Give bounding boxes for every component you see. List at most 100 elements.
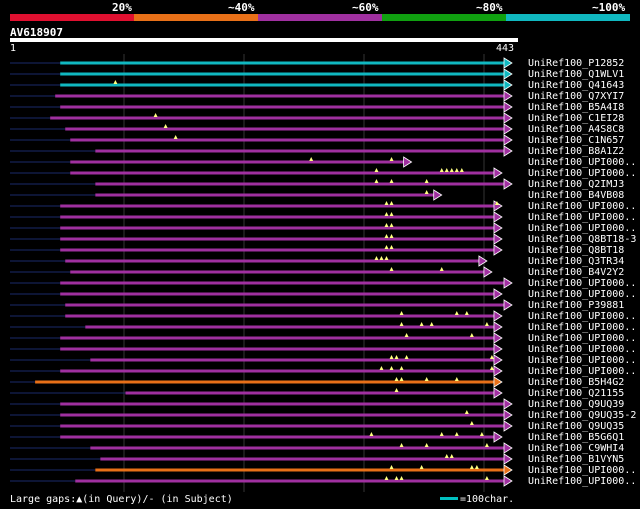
hit-bar <box>95 468 505 472</box>
gap-marker-icon <box>474 465 479 469</box>
gap-marker-icon <box>399 443 404 447</box>
gap-marker-icon <box>454 377 459 381</box>
hit-label[interactable]: UniRef100_UPI000.. <box>528 311 637 322</box>
hit-label[interactable]: UniRef100_Q8BT18-3 <box>528 234 637 245</box>
gap-marker-icon <box>454 432 459 436</box>
gap-marker-icon <box>494 201 499 205</box>
hit-label[interactable]: UniRef100_C1EI28 <box>528 113 625 124</box>
gap-marker-icon <box>389 157 394 161</box>
legend-label-80: ~80% <box>476 1 503 14</box>
query-ruler <box>10 38 518 42</box>
hit-arrow <box>503 134 513 146</box>
hit-label[interactable]: UniRef100_B8A1Z2 <box>528 146 625 157</box>
gap-marker-icon <box>444 454 449 458</box>
hit-bar <box>60 61 505 65</box>
hit-label[interactable]: UniRef100_Q8BT18 <box>528 245 625 256</box>
legend-bar-100 <box>506 14 630 21</box>
hit-label[interactable]: UniRef100_UPI000.. <box>528 168 637 179</box>
hit-arrow <box>503 68 513 80</box>
gap-marker-icon <box>384 223 389 227</box>
gap-marker-icon <box>374 168 379 172</box>
gap-marker-icon <box>439 432 444 436</box>
hit-bar <box>35 380 495 384</box>
hit-label[interactable]: UniRef100_UPI000.. <box>528 333 637 344</box>
gap-marker-icon <box>484 322 489 326</box>
gaps-legend: Large gaps:▲(in Query)/- (in Subject) <box>10 494 233 505</box>
hit-label[interactable]: UniRef100_P39881 <box>528 300 625 311</box>
hit-label[interactable]: UniRef100_Q9UQ35-2 <box>528 410 637 421</box>
hit-arrow <box>503 57 513 69</box>
hit-label[interactable]: UniRef100_UPI000.. <box>528 157 637 168</box>
hit-bar <box>60 413 505 417</box>
hit-label[interactable]: UniRef100_UPI000.. <box>528 212 637 223</box>
hit-label[interactable]: UniRef100_UPI000.. <box>528 355 637 366</box>
gap-marker-icon <box>439 267 444 271</box>
hit-label[interactable]: UniRef100_Q3TR34 <box>528 256 625 267</box>
hit-label[interactable]: UniRef100_UPI000.. <box>528 344 637 355</box>
hit-label[interactable]: UniRef100_UPI000.. <box>528 322 637 333</box>
hit-label[interactable]: UniRef100_C1N657 <box>528 135 625 146</box>
hit-label[interactable]: UniRef100_B4VB08 <box>528 190 625 201</box>
hit-label[interactable]: UniRef100_UPI000.. <box>528 289 637 300</box>
hit-arrow <box>493 167 503 179</box>
gap-marker-icon <box>399 377 404 381</box>
hit-bar <box>95 193 435 197</box>
gap-marker-icon <box>424 179 429 183</box>
hit-bar <box>60 83 505 87</box>
hit-label[interactable]: UniRef100_A4S8C8 <box>528 124 625 135</box>
hit-label[interactable]: UniRef100_UPI000.. <box>528 366 637 377</box>
hit-label[interactable]: UniRef100_Q2IMJ3 <box>528 179 625 190</box>
hit-label[interactable]: UniRef100_B5G6Q1 <box>528 432 625 443</box>
hit-bar <box>60 402 505 406</box>
hit-label[interactable]: UniRef100_Q9UQ39 <box>528 399 625 410</box>
gap-marker-icon <box>173 135 178 139</box>
hit-label[interactable]: UniRef100_Q9UQ35 <box>528 421 625 432</box>
hit-label[interactable]: UniRef100_P12852 <box>528 58 625 69</box>
legend-label-20: 20% <box>112 1 132 14</box>
hit-bar <box>60 226 495 230</box>
hit-bar <box>70 160 405 164</box>
hit-bar <box>60 204 495 208</box>
gap-marker-icon <box>404 333 409 337</box>
hit-label[interactable]: UniRef100_B5A4I8 <box>528 102 625 113</box>
hit-label[interactable]: UniRef100_UPI000.. <box>528 465 637 476</box>
hit-label[interactable]: UniRef100_UPI000.. <box>528 278 637 289</box>
hit-label[interactable]: UniRef100_B4V2Y2 <box>528 267 625 278</box>
hit-bar <box>65 303 505 307</box>
gap-marker-icon <box>384 476 389 480</box>
gap-marker-icon <box>379 256 384 260</box>
hit-arrow <box>493 310 503 322</box>
hit-arrow <box>503 299 513 311</box>
legend-bar-40 <box>134 14 258 21</box>
gap-marker-icon <box>479 432 484 436</box>
gap-marker-icon <box>309 157 314 161</box>
hit-bar <box>125 391 495 395</box>
hit-arrow <box>483 266 493 278</box>
hit-arrow <box>493 332 503 344</box>
gap-marker-icon <box>389 366 394 370</box>
hit-label[interactable]: UniRef100_Q1WLV1 <box>528 69 625 80</box>
hit-label[interactable]: UniRef100_B5H4G2 <box>528 377 625 388</box>
hit-label[interactable]: UniRef100_Q21155 <box>528 388 625 399</box>
hit-label[interactable]: UniRef100_B1VYN5 <box>528 454 625 465</box>
hit-arrow <box>503 398 513 410</box>
hit-label[interactable]: UniRef100_UPI000.. <box>528 476 637 487</box>
identity-legend: 20% ~40% ~60% ~80% ~100% <box>0 0 640 22</box>
hit-arrow <box>503 277 513 289</box>
gap-marker-icon <box>419 465 424 469</box>
gap-marker-icon <box>424 190 429 194</box>
gap-marker-icon <box>424 377 429 381</box>
gap-marker-icon <box>394 377 399 381</box>
hit-arrow <box>503 453 513 465</box>
hit-label[interactable]: UniRef100_Q41643 <box>528 80 625 91</box>
hit-label[interactable]: UniRef100_UPI000.. <box>528 201 637 212</box>
hit-label[interactable]: UniRef100_Q7XYI7 <box>528 91 625 102</box>
hit-label[interactable]: UniRef100_C9WHI4 <box>528 443 625 454</box>
hit-bar <box>100 457 506 461</box>
hit-label[interactable]: UniRef100_UPI000.. <box>528 223 637 234</box>
hit-arrow <box>493 244 503 256</box>
gap-marker-icon <box>163 124 168 128</box>
hit-bar <box>60 105 505 109</box>
gap-marker-icon <box>399 476 404 480</box>
gap-marker-icon <box>389 201 394 205</box>
